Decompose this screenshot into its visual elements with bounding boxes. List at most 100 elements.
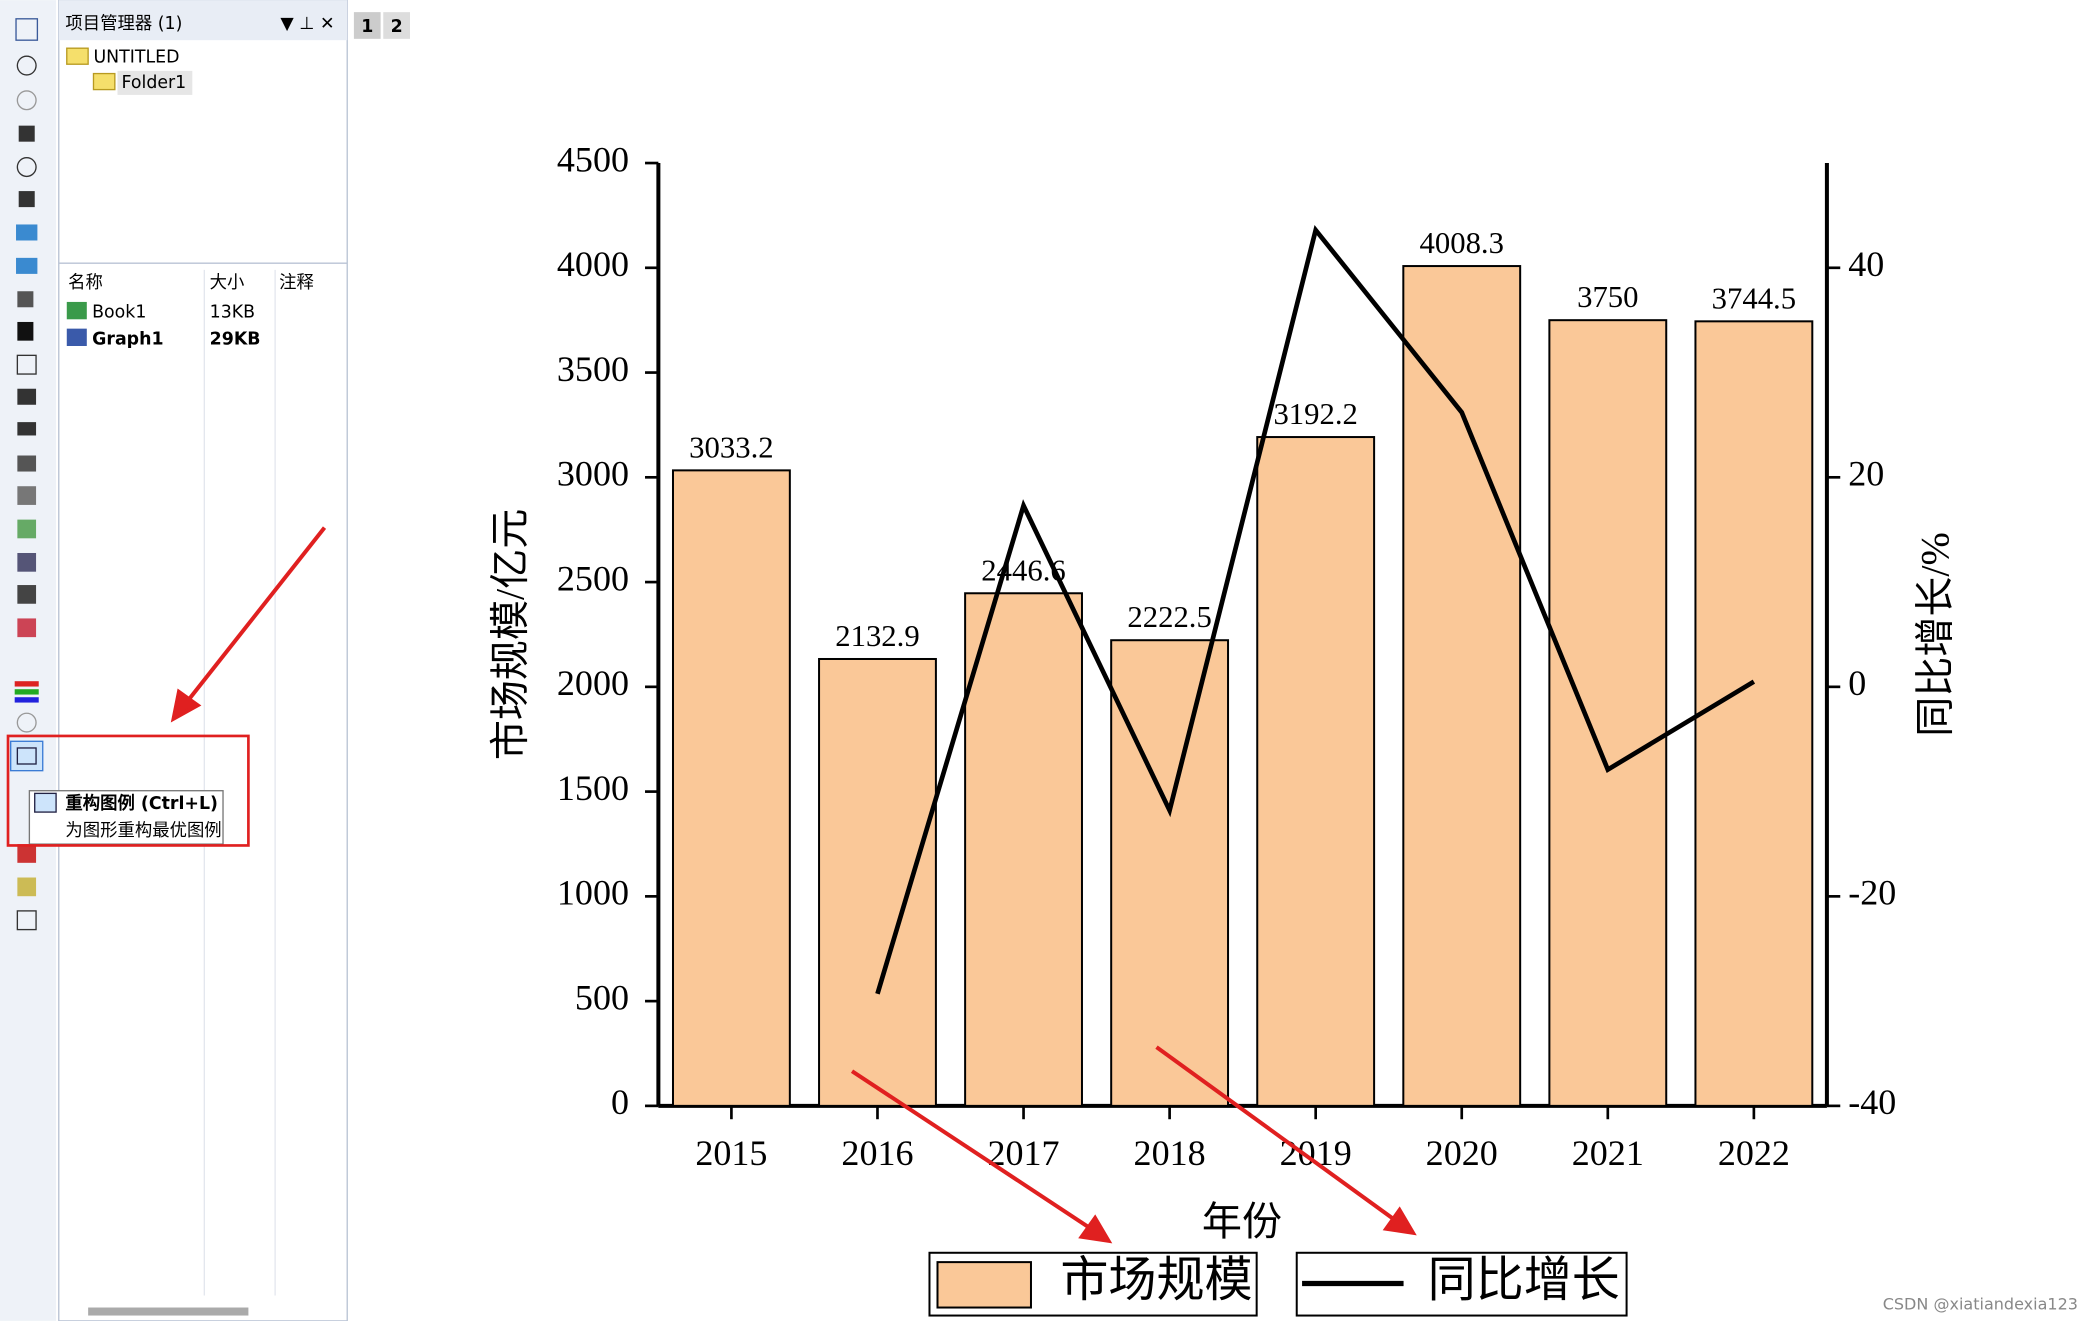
tool-icon-active[interactable] [10,740,44,772]
tool-icon[interactable] [17,844,37,863]
tool-icon[interactable] [17,552,37,572]
tooltip [28,790,224,845]
folder-icon [66,47,89,65]
tree-folder[interactable]: Folder1 [122,73,187,93]
data-label: 3033.2 [689,430,773,464]
tool-icon[interactable] [17,877,37,897]
bar [818,657,937,1107]
toolbar [0,0,57,1321]
tool-icon[interactable] [17,291,34,308]
y2-tick-label: 0 [1848,663,1866,703]
x-tick-label: 2018 [1134,1133,1206,1173]
y-tick-label: 4000 [557,244,629,284]
tool-icon[interactable] [17,455,37,472]
arrowhead [170,688,202,723]
y2-tick-label: -20 [1848,873,1896,913]
column-header[interactable]: 注释 [279,273,314,293]
legend-swatch [936,1261,1032,1309]
arrow [1155,1045,1401,1226]
tool-icon[interactable] [16,910,37,931]
data-label: 3750 [1577,280,1638,314]
tool-icon[interactable] [16,354,37,375]
y2-tick-label: -40 [1848,1082,1896,1122]
x-tick-label: 2020 [1426,1133,1498,1173]
bar [1402,265,1522,1107]
annotation-arrows [170,526,1417,1244]
y-tick-label: 1000 [557,873,629,913]
tool-icon[interactable] [18,191,35,208]
y-tick-label: 500 [575,977,629,1017]
tab-label[interactable]: 1 [361,17,373,37]
tool-icon[interactable] [17,486,37,505]
tool-icon[interactable] [15,18,39,41]
tool-icon[interactable] [17,388,37,405]
x-tick-label: 2021 [1572,1133,1644,1173]
x-tick-label: 2019 [1280,1133,1352,1173]
y-tick-label: 3500 [557,349,629,389]
data-label: 2222.5 [1127,600,1211,634]
toolbar-icons [10,18,44,931]
y-tick-label: 3000 [557,454,629,494]
y-axis-title: 市场规模/亿元 [487,509,532,760]
scrollbar[interactable] [88,1307,249,1316]
y-tick-label: 4500 [557,139,629,179]
tool-icon[interactable] [14,697,39,703]
line [875,224,1756,995]
tool-icon[interactable] [16,224,38,241]
tool-icon[interactable] [16,55,37,76]
tool-icon[interactable] [16,257,38,274]
tool-icon[interactable] [16,747,37,765]
legend-label: 同比增长 [1428,1254,1620,1307]
file-name[interactable]: Graph1 [92,329,163,349]
x-axis-title: 年份 [1202,1199,1282,1244]
tooltip-icon [34,792,57,813]
arrow [182,526,327,707]
column-header[interactable]: 名称 [68,273,103,293]
tooltip-description: 为图形重构最优图例 [65,821,221,841]
file-name[interactable]: Book1 [92,303,146,323]
tool-icon[interactable] [18,125,35,142]
tree-root[interactable]: UNTITLED [93,48,179,68]
data-label: 4008.3 [1420,226,1504,260]
tool-icon[interactable] [16,157,37,178]
tool-icon[interactable] [17,321,34,341]
graph-icon [66,328,87,346]
file-size: 29KB [210,329,261,349]
y-tick-label: 2000 [557,663,629,703]
data-label: 2132.9 [835,619,919,653]
legend-label: 市场规模 [1060,1254,1252,1307]
tooltip-title: 重构图例 (Ctrl+L) [65,793,218,814]
tool-icon[interactable] [16,712,37,733]
tool-icon[interactable] [14,689,39,695]
y2-tick-label: 40 [1848,244,1884,284]
chart: 年份 市场规模/亿元 同比增长/% 0 500 1000 1500 2000 2500 30… [487,139,1957,1317]
y-tick-label: 0 [611,1082,629,1122]
arrowhead [1382,1206,1417,1236]
annotation-box [6,734,250,847]
book-icon [66,301,87,320]
arrow [850,1069,1097,1234]
column-header[interactable]: 大小 [210,273,245,293]
panel-controls[interactable]: ▼ ⊥ ✕ [280,14,334,34]
panel-header [58,0,348,41]
y2-axis-title: 同比增长/% [1912,532,1957,737]
tool-icon[interactable] [16,90,37,111]
tab-label[interactable]: 2 [391,17,403,37]
tab[interactable] [383,12,410,39]
tool-icon[interactable] [17,585,37,604]
tool-icon[interactable] [17,519,37,539]
folder-icon [92,72,116,91]
project-manager [58,0,348,1321]
tab[interactable] [353,12,381,39]
tool-icon[interactable] [14,681,39,687]
arrowhead [1078,1214,1113,1244]
bar [1256,436,1376,1107]
tool-icon[interactable] [17,618,37,638]
y-tick-label: 1500 [557,768,629,808]
tree-selection [117,70,193,95]
tool-icon[interactable] [17,422,37,436]
y2-tick-label: 20 [1848,454,1884,494]
bar [964,592,1083,1107]
x-tick-label: 2015 [695,1133,767,1173]
